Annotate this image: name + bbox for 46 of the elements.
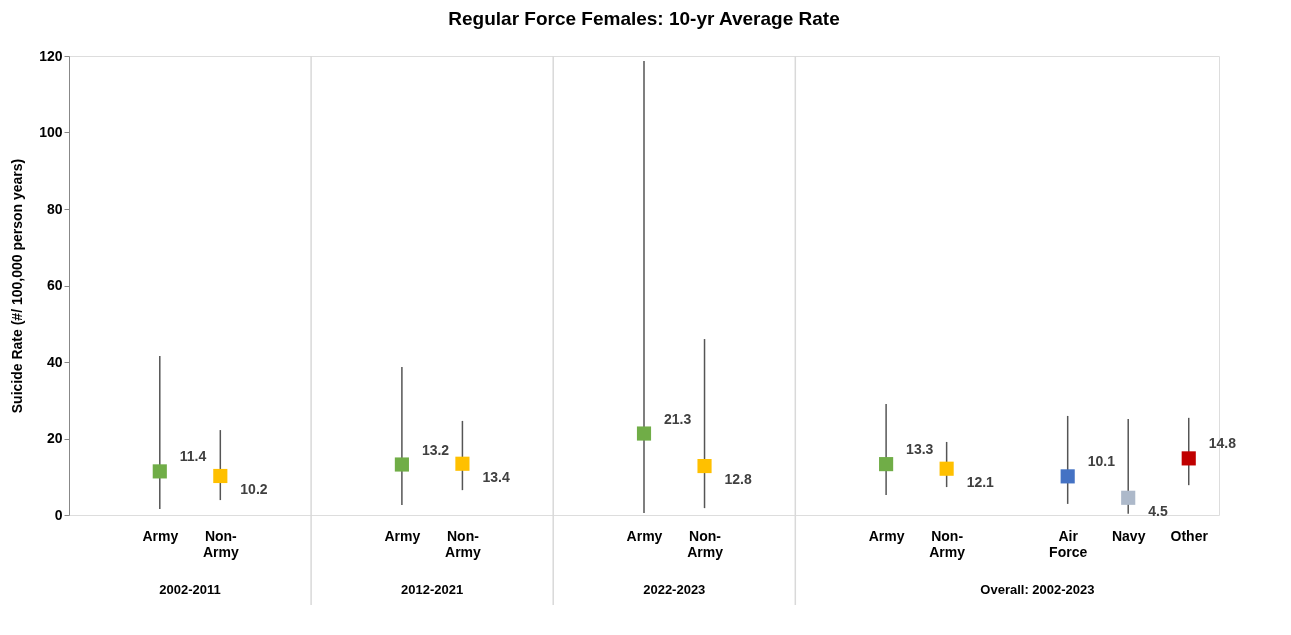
y-axis-title: Suicide Rate (#/ 100,000 person years) (9, 158, 26, 414)
y-tick-label: 120 (39, 47, 63, 64)
text: 2012-2021 (401, 582, 464, 597)
chart-title: Regular Force Females: 10-yr Average Rate (448, 8, 840, 29)
text: Overall: 2002-2023 (980, 582, 1095, 597)
point (697, 458, 712, 474)
point (455, 456, 470, 471)
x-tick-label: Non-Army (929, 527, 966, 560)
point (636, 426, 652, 441)
data-label: 4.5 (1148, 502, 1168, 519)
point (213, 468, 228, 484)
x-tick-label: Army (142, 527, 179, 544)
x-tick-label: Army (384, 527, 421, 544)
data-label: 13.2 (421, 441, 450, 458)
data-label: 13.4 (482, 468, 510, 485)
text: 2002-2011 (159, 582, 221, 597)
x-tick-label: Non-Army (687, 527, 724, 560)
point (1181, 451, 1196, 466)
x-tick-label: Air Force (1049, 527, 1088, 560)
point (394, 457, 409, 472)
y-tick-label: 60 (46, 277, 63, 293)
x-tick-label: Other (1170, 527, 1209, 544)
data-label: 12.8 (724, 471, 752, 488)
data-label: 13.3 (906, 441, 934, 458)
y-tick-label: 0 (54, 506, 63, 523)
y-tick-label: 40 (46, 353, 63, 370)
x-tick-label: Army (626, 527, 663, 544)
point (939, 461, 954, 476)
x-tick-label: Navy (1111, 527, 1146, 544)
text: 2022-2023 (643, 582, 706, 597)
point (1060, 469, 1075, 484)
data-label: 12.1 (966, 473, 995, 490)
data-label: 14.8 (1208, 435, 1237, 452)
x-tick-label: Army (868, 527, 905, 544)
point (879, 457, 894, 472)
point (1121, 490, 1136, 505)
x-tick-label: Non-Army (445, 527, 482, 560)
data-label: 10.1 (1087, 453, 1116, 470)
point (152, 464, 167, 479)
x-tick-label: Non-Army (202, 527, 239, 560)
data-label: 21.3 (664, 410, 692, 427)
y-tick-label: 80 (46, 200, 63, 217)
y-tick-label: 20 (46, 430, 63, 446)
data-label: 11.4 (179, 448, 207, 465)
data-label: 10.2 (240, 480, 268, 497)
y-tick-label: 100 (39, 124, 63, 140)
